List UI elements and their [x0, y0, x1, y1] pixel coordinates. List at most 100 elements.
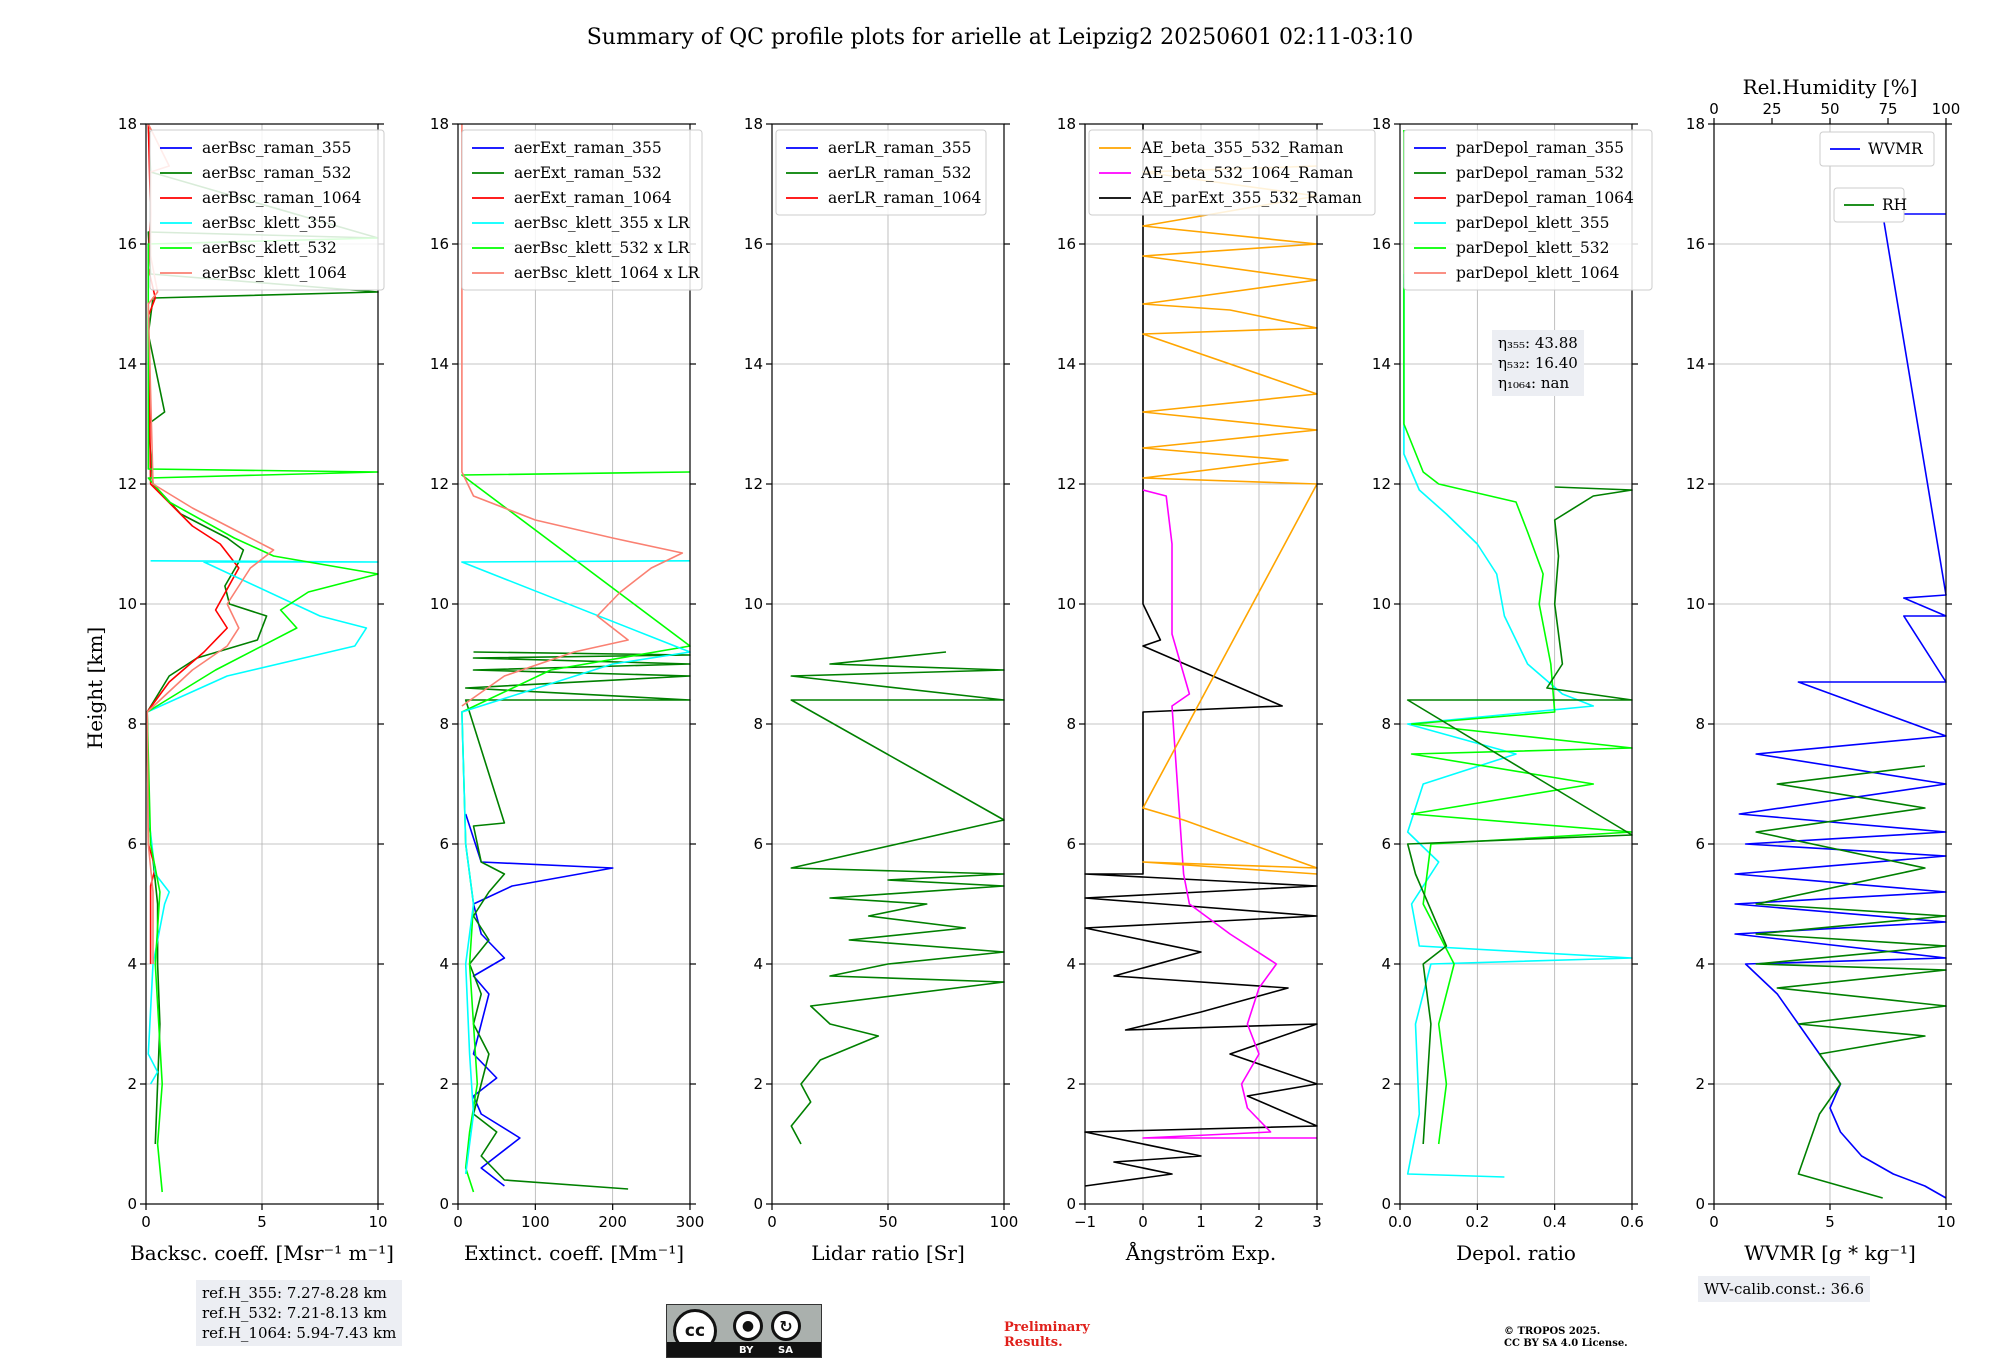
figure-title: Summary of QC profile plots for arielle … [587, 25, 1414, 50]
y-tick-label: 8 [439, 715, 449, 733]
x-tick-label: 5 [257, 1213, 267, 1231]
legend-entry: AE_beta_532_1064_Raman [1140, 164, 1353, 182]
y-tick-label: 4 [1695, 955, 1705, 973]
by-person-icon: ● [733, 1311, 763, 1341]
y-tick-label: 16 [744, 235, 763, 253]
top-x-tick-label: 50 [1820, 100, 1839, 118]
top-axis-label: Rel.Humidity [%] [1743, 75, 1918, 99]
y-tick-label: 12 [430, 475, 449, 493]
legend-entry: aerBsc_raman_1064 [202, 189, 362, 207]
legend-box [1403, 129, 1653, 291]
y-tick-label: 14 [1372, 355, 1391, 373]
y-tick-label: 4 [753, 955, 763, 973]
axes-frame [1399, 123, 1633, 1205]
x-tick-label: 3 [1312, 1213, 1322, 1231]
y-tick-label: 6 [753, 835, 763, 853]
y-tick-label: 14 [1057, 355, 1076, 373]
series-parDepol_klett_355 [1403, 274, 1633, 1178]
panel-depol: 0 2 4 6 8 10 12 14 16 18 0.0 0.2 0.4 0.6 Depol. ratio p… [1372, 115, 1653, 1265]
y-tick-label: 2 [127, 1075, 137, 1093]
legend-box [1088, 129, 1376, 216]
legend-entry: aerExt_raman_532 [514, 164, 662, 182]
preliminary-results-note: Preliminary Results. [1004, 1320, 1090, 1350]
y-tick-label: 0 [439, 1195, 449, 1213]
series-AE_beta_532_1064_Raman [1142, 489, 1317, 1139]
cc-symbol: cc [684, 1321, 706, 1341]
y-tick-label: 12 [1372, 475, 1391, 493]
y-tick-label: 12 [744, 475, 763, 493]
legend-box [775, 129, 987, 216]
y-tick-label: 0 [1695, 1195, 1705, 1213]
legend-entry: aerBsc_raman_532 [202, 164, 352, 182]
legend-entry: parDepol_klett_532 [1456, 239, 1609, 257]
y-tick-label: 10 [1686, 595, 1705, 613]
x-axis-label: WVMR [g * kg⁻¹] [1744, 1241, 1916, 1265]
legend-entry: parDepol_raman_1064 [1456, 189, 1634, 207]
legend-box [1819, 131, 1935, 167]
legend-entry: aerBsc_raman_355 [202, 139, 352, 157]
x-tick-label: 0 [767, 1213, 777, 1231]
series-aerBsc_klett_355 [146, 559, 379, 1085]
y-tick-label: 4 [439, 955, 449, 973]
y-tick-label: 14 [744, 355, 763, 373]
legend-entry: aerBsc_klett_1064 [202, 264, 347, 282]
legend-entry: WVMR [1868, 140, 1924, 158]
top-x-tick-label: 0 [1709, 100, 1719, 118]
series-aerExt_raman_355 [464, 813, 614, 1187]
eta-box: η₃₅₅: 43.88 η₅₃₂: 16.40 η₁₀₆₄: nan [1492, 330, 1584, 396]
y-tick-label: 12 [1057, 475, 1076, 493]
y-tick-label: 10 [118, 595, 137, 613]
y-tick-label: 4 [1381, 955, 1391, 973]
y-tick-label: 2 [1066, 1075, 1076, 1093]
y-tick-label: 6 [127, 835, 137, 853]
x-tick-label: 10 [1936, 1213, 1955, 1231]
y-tick-label: 2 [753, 1075, 763, 1093]
y-tick-label: 0 [1381, 1195, 1391, 1213]
y-tick-label: 4 [127, 955, 137, 973]
panel-bsc: 0 2 4 6 8 10 12 14 16 18 0 5 10 Backsc. coeff. [Msr⁻¹… [118, 115, 394, 1265]
x-tick-label: 5 [1825, 1213, 1835, 1231]
x-tick-label: −1 [1074, 1213, 1096, 1231]
legend-entry: parDepol_raman_355 [1456, 139, 1624, 157]
top-x-tick-label: 75 [1878, 100, 1897, 118]
reference-height-box: ref.H_355: 7.27-8.28 km ref.H_532: 7.21-… [196, 1280, 403, 1346]
y-tick-label: 14 [430, 355, 449, 373]
panel-ext: 0 2 4 6 8 10 12 14 16 18 0 100 200 300 Extinct. coeff.… [430, 115, 704, 1265]
y-tick-label: 0 [127, 1195, 137, 1213]
x-tick-label: 2 [1254, 1213, 1264, 1231]
axes-frame [457, 123, 691, 1205]
x-tick-label: 300 [676, 1213, 705, 1231]
legend-entry: aerLR_raman_532 [828, 164, 971, 182]
y-tick-label: 18 [118, 115, 137, 133]
x-axis-label: Backsc. coeff. [Msr⁻¹ m⁻¹] [130, 1241, 394, 1265]
x-tick-label: 200 [598, 1213, 627, 1231]
legend-entry: RH [1882, 196, 1907, 214]
license-bar: BY SA [667, 1342, 821, 1357]
x-tick-label: 100 [990, 1213, 1019, 1231]
legend-entry: aerLR_raman_1064 [828, 189, 981, 207]
top-x-tick-label: 25 [1762, 100, 1781, 118]
y-tick-label: 10 [1372, 595, 1391, 613]
x-tick-label: 0 [453, 1213, 463, 1231]
legend-entry: parDepol_raman_532 [1456, 164, 1624, 182]
x-tick-label: 50 [878, 1213, 897, 1231]
legend-box [461, 129, 703, 291]
series-WVMR [1734, 213, 1947, 1199]
legend-entry: aerBsc_klett_532 x LR [514, 239, 691, 257]
y-tick-label: 16 [1686, 235, 1705, 253]
x-tick-label: 0.6 [1620, 1213, 1644, 1231]
y-tick-label: 18 [430, 115, 449, 133]
y-tick-label: 2 [439, 1075, 449, 1093]
y-tick-label: 6 [439, 835, 449, 853]
x-tick-label: 10 [368, 1213, 387, 1231]
x-tick-label: 0.0 [1388, 1213, 1412, 1231]
y-tick-label: 16 [1372, 235, 1391, 253]
series-aerBsc_klett_532 [146, 237, 379, 1193]
series-RH [1755, 765, 1947, 1199]
y-tick-label: 18 [1372, 115, 1391, 133]
legend-entry: aerBsc_klett_355 x LR [514, 214, 691, 232]
series-aerBsc_klett_355 x LR [461, 559, 691, 1175]
